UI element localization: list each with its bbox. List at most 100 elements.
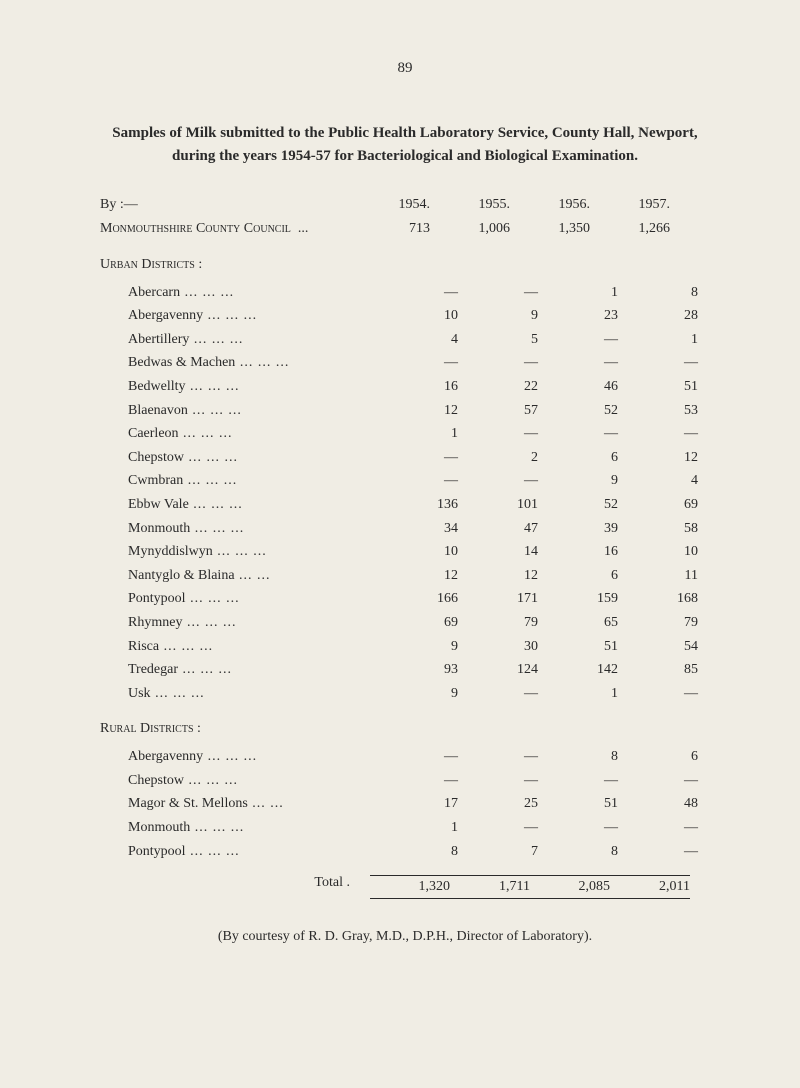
row-label: Abergavenny	[100, 306, 378, 326]
cell-value: 9	[378, 684, 458, 704]
cell-value: 52	[538, 495, 618, 515]
council-val-1: 1,006	[430, 219, 510, 239]
cell-value: —	[538, 330, 618, 350]
cell-value: 69	[618, 495, 698, 515]
cell-value: —	[538, 818, 618, 838]
cell-value: 4	[618, 471, 698, 491]
cell-value: —	[538, 353, 618, 373]
cell-value: 8	[538, 747, 618, 767]
cell-value: —	[618, 684, 698, 704]
cell-value: 16	[538, 542, 618, 562]
cell-value: 85	[618, 660, 698, 680]
council-val-2: 1,350	[510, 219, 590, 239]
cell-value: 23	[538, 306, 618, 326]
cell-value: 8	[618, 283, 698, 303]
cell-value: 16	[378, 377, 458, 397]
year-1954: 1954.	[350, 197, 430, 213]
year-header-row: By :— 1954. 1955. 1956. 1957.	[100, 197, 710, 213]
table-row: Monmouth34473958	[100, 519, 710, 539]
cell-value: 124	[458, 660, 538, 680]
cell-value: 1	[538, 283, 618, 303]
cell-value: 93	[378, 660, 458, 680]
council-val-3: 1,266	[590, 219, 670, 239]
cell-value: 12	[378, 401, 458, 421]
council-row: Monmouthshire County Council ... 713 1,0…	[100, 219, 710, 239]
table-row: Usk9—1—	[100, 684, 710, 704]
cell-value: 1	[378, 818, 458, 838]
cell-value: —	[618, 771, 698, 791]
cell-value: 6	[538, 566, 618, 586]
row-label: Risca	[100, 637, 378, 657]
table-row: Risca9305154	[100, 637, 710, 657]
cell-value: 28	[618, 306, 698, 326]
total-2: 2,085	[530, 875, 610, 899]
cell-value: —	[378, 353, 458, 373]
table-row: Pontypool878—	[100, 842, 710, 862]
cell-value: 58	[618, 519, 698, 539]
cell-value: —	[458, 424, 538, 444]
row-label: Abergavenny	[100, 747, 378, 767]
row-label: Abercarn	[100, 283, 378, 303]
cell-value: 30	[458, 637, 538, 657]
cell-value: 1	[618, 330, 698, 350]
cell-value: 65	[538, 613, 618, 633]
cell-value: —	[618, 424, 698, 444]
table-row: Bedwas & Machen————	[100, 353, 710, 373]
cell-value: 8	[378, 842, 458, 862]
cell-value: 79	[618, 613, 698, 633]
cell-value: 9	[378, 637, 458, 657]
cell-value: 1	[538, 684, 618, 704]
cell-value: 12	[378, 566, 458, 586]
row-label: Nantyglo & Blaina	[100, 566, 378, 586]
table-row: Chepstow—2612	[100, 448, 710, 468]
cell-value: 136	[378, 495, 458, 515]
row-label: Monmouth	[100, 818, 378, 838]
row-label: Caerleon	[100, 424, 378, 444]
row-label: Rhymney	[100, 613, 378, 633]
year-1956: 1956.	[510, 197, 590, 213]
urban-header: Urban Districts :	[100, 257, 710, 273]
table-row: Pontypool166171159168	[100, 589, 710, 609]
cell-value: 25	[458, 794, 538, 814]
row-label: Abertillery	[100, 330, 378, 350]
row-label: Pontypool	[100, 589, 378, 609]
cell-value: 53	[618, 401, 698, 421]
cell-value: —	[458, 684, 538, 704]
table-row: Mynyddislwyn10141610	[100, 542, 710, 562]
cell-value: —	[378, 283, 458, 303]
cell-value: 4	[378, 330, 458, 350]
total-row: Total . 1,320 1,711 2,085 2,011	[100, 875, 710, 899]
cell-value: 11	[618, 566, 698, 586]
cell-value: 10	[378, 306, 458, 326]
year-1955: 1955.	[430, 197, 510, 213]
cell-value: 54	[618, 637, 698, 657]
cell-value: 8	[538, 842, 618, 862]
table-row: Abergavenny1092328	[100, 306, 710, 326]
cell-value: 22	[458, 377, 538, 397]
cell-value: 34	[378, 519, 458, 539]
row-label: Magor & St. Mellons	[100, 794, 378, 814]
cell-value: 6	[618, 747, 698, 767]
total-0: 1,320	[370, 875, 450, 899]
table-row: Abertillery45—1	[100, 330, 710, 350]
document-title: Samples of Milk submitted to the Public …	[100, 122, 710, 167]
by-label: By :—	[100, 197, 350, 213]
cell-value: 142	[538, 660, 618, 680]
data-table: By :— 1954. 1955. 1956. 1957. Monmouthsh…	[100, 197, 710, 899]
council-val-0: 713	[350, 219, 430, 239]
cell-value: 79	[458, 613, 538, 633]
row-label: Bedwas & Machen	[100, 353, 378, 373]
cell-value: —	[378, 771, 458, 791]
table-row: Tredegar9312414285	[100, 660, 710, 680]
total-label: Total .	[100, 875, 370, 899]
page-content: 8 9 Samples of Milk submitted to the Publ…	[0, 0, 800, 985]
cell-value: —	[538, 424, 618, 444]
row-label: Chepstow	[100, 448, 378, 468]
cell-value: 101	[458, 495, 538, 515]
cell-value: —	[458, 771, 538, 791]
cell-value: 1	[378, 424, 458, 444]
cell-value: —	[618, 842, 698, 862]
cell-value: 48	[618, 794, 698, 814]
cell-value: 39	[538, 519, 618, 539]
cell-value: —	[458, 818, 538, 838]
